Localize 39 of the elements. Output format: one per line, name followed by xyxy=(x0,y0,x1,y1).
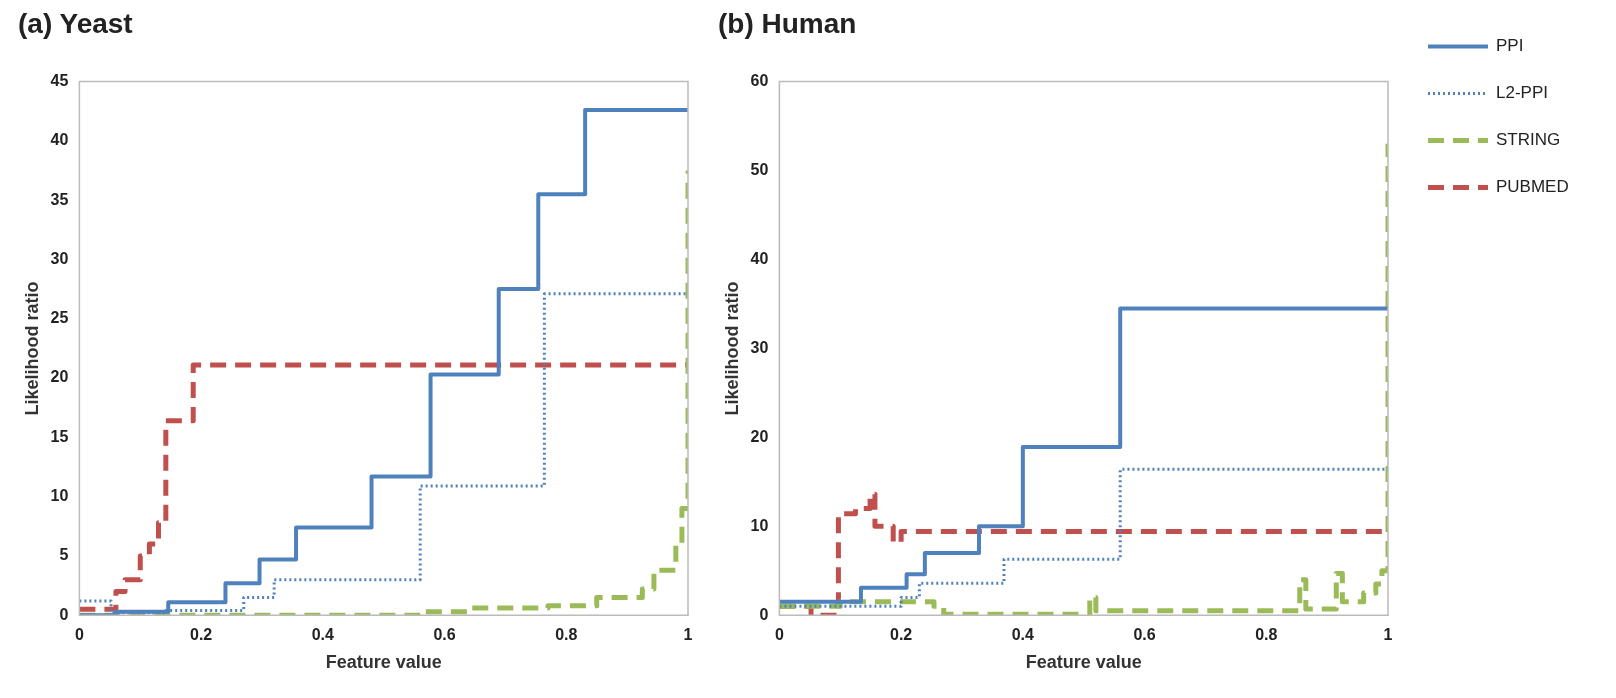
y-tick-label: 20 xyxy=(750,427,769,445)
legend-label: PUBMED xyxy=(1496,177,1569,197)
legend-label: STRING xyxy=(1496,130,1561,150)
x-tick-label: 1 xyxy=(1383,626,1393,644)
x-tick-label: 0 xyxy=(774,626,784,644)
x-tick-label: 0.2 xyxy=(889,626,913,644)
x-tick-label: 0.6 xyxy=(1133,626,1156,644)
chart-title: (a) Yeast xyxy=(18,7,133,39)
y-tick-label: 5 xyxy=(59,546,69,564)
x-tick-label: 0.8 xyxy=(555,626,578,644)
legend-label: PPI xyxy=(1496,36,1524,56)
y-tick-label: 40 xyxy=(750,249,769,267)
x-axis-title: Feature value xyxy=(1025,652,1142,673)
x-tick-label: 0.6 xyxy=(433,626,456,644)
x-tick-label: 0 xyxy=(74,626,84,644)
legend-label: L2-PPI xyxy=(1496,83,1548,103)
y-tick-label: 10 xyxy=(750,516,769,534)
y-tick-label: 35 xyxy=(50,190,69,208)
y-tick-label: 40 xyxy=(50,131,69,149)
x-tick-label: 0.4 xyxy=(311,626,335,644)
x-tick-label: 0.8 xyxy=(1255,626,1278,644)
x-tick-label: 0.2 xyxy=(189,626,213,644)
y-tick-label: 10 xyxy=(50,487,69,505)
y-tick-label: 0 xyxy=(59,605,69,623)
y-tick-label: 25 xyxy=(50,309,69,327)
x-tick-label: 0.4 xyxy=(1011,626,1035,644)
y-tick-label: 60 xyxy=(750,72,769,90)
y-tick-label: 30 xyxy=(750,338,769,356)
y-tick-label: 30 xyxy=(50,249,69,267)
x-tick-label: 1 xyxy=(683,626,693,644)
y-tick-label: 45 xyxy=(50,72,69,90)
y-tick-label: 0 xyxy=(759,605,769,623)
y-tick-label: 50 xyxy=(750,160,769,178)
y-axis-title: Likelihood ratio xyxy=(21,281,42,416)
y-tick-label: 15 xyxy=(50,427,69,445)
y-tick-label: 20 xyxy=(50,368,69,386)
chart-title: (b) Human xyxy=(718,7,857,39)
y-axis-title: Likelihood ratio xyxy=(721,281,742,416)
x-axis-title: Feature value xyxy=(325,652,442,673)
